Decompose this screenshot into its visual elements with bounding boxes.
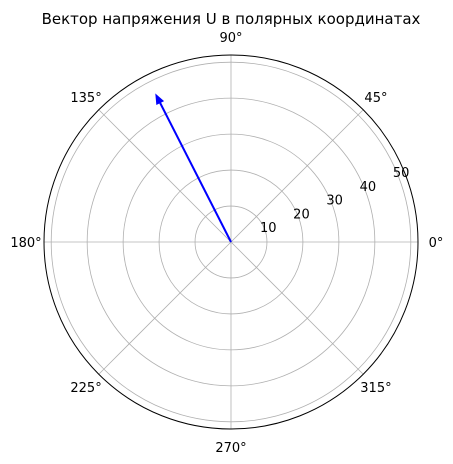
chart-title: Вектор напряжения U в полярных координат… xyxy=(42,10,421,28)
angular-tick-label: 90° xyxy=(219,31,242,46)
angular-tick-label: 135° xyxy=(70,91,101,106)
vector-layer xyxy=(155,93,232,243)
polar-grid xyxy=(44,55,418,429)
angular-tick-label: 45° xyxy=(364,91,387,106)
angular-gridline-315 xyxy=(230,241,364,375)
radial-tick-label: 50 xyxy=(393,166,410,181)
radial-tick-label: 40 xyxy=(360,180,377,195)
radial-tick-label: 20 xyxy=(293,207,310,222)
radial-tick-label: 10 xyxy=(260,221,277,236)
voltage-vector-shaft xyxy=(159,102,232,243)
angular-tick-label: 315° xyxy=(360,381,391,396)
angular-tick-label: 225° xyxy=(70,381,101,396)
voltage-vector-arrowhead xyxy=(155,93,165,106)
angular-gridline-225 xyxy=(98,241,232,375)
angular-gridline-45 xyxy=(230,109,364,243)
angular-gridline-135 xyxy=(98,109,232,243)
radial-tick-labels: 10 20 30 40 50 xyxy=(260,166,409,236)
angular-tick-labels: 0° 45° 90° 135° 180° 225° 270° 315° xyxy=(10,31,443,456)
angular-tick-label: 180° xyxy=(10,236,41,251)
radial-tick-label: 30 xyxy=(326,194,343,209)
angular-tick-label: 0° xyxy=(429,236,444,251)
angular-tick-label: 270° xyxy=(215,441,246,456)
polar-frame xyxy=(43,54,419,430)
